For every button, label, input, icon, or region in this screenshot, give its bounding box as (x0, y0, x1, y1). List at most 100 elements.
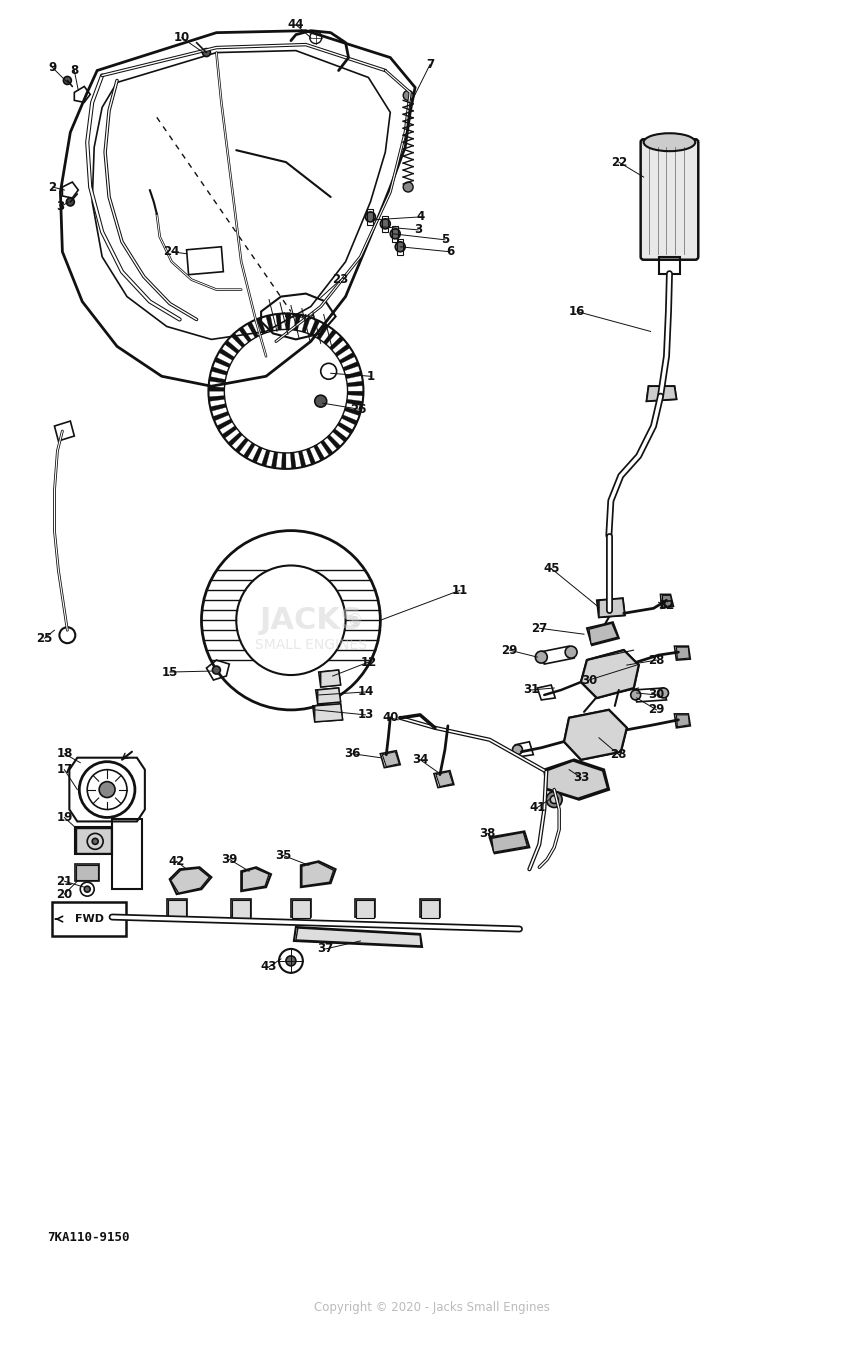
Text: 20: 20 (56, 888, 73, 900)
Polygon shape (239, 327, 252, 342)
Polygon shape (209, 376, 226, 383)
Text: 7KA110-9150: 7KA110-9150 (48, 1231, 130, 1245)
Polygon shape (676, 715, 689, 726)
Circle shape (84, 886, 90, 892)
Text: 18: 18 (56, 747, 73, 761)
Text: 25: 25 (36, 632, 53, 644)
Text: 16: 16 (569, 305, 586, 317)
Polygon shape (663, 595, 672, 607)
Polygon shape (347, 399, 362, 406)
Polygon shape (233, 900, 250, 918)
Polygon shape (252, 447, 262, 462)
Polygon shape (342, 415, 357, 425)
Text: SMALL ENGINES: SMALL ENGINES (255, 637, 367, 653)
Circle shape (395, 242, 405, 252)
Circle shape (565, 646, 577, 658)
Text: 27: 27 (531, 621, 548, 635)
Circle shape (202, 49, 210, 56)
Polygon shape (676, 647, 689, 659)
Text: 13: 13 (357, 709, 374, 721)
Polygon shape (298, 451, 306, 468)
Polygon shape (321, 440, 333, 456)
Text: 45: 45 (543, 562, 560, 575)
Polygon shape (76, 829, 111, 854)
Polygon shape (315, 705, 343, 722)
Circle shape (381, 219, 390, 228)
Polygon shape (211, 367, 227, 375)
Text: 7: 7 (426, 57, 434, 71)
Polygon shape (291, 453, 296, 469)
Polygon shape (170, 869, 209, 893)
Text: 29: 29 (649, 703, 664, 717)
Text: 8: 8 (70, 64, 79, 77)
Polygon shape (356, 900, 375, 918)
Polygon shape (215, 357, 230, 368)
Text: 43: 43 (261, 960, 278, 974)
Text: 22: 22 (611, 156, 627, 168)
Text: 42: 42 (169, 855, 185, 867)
Text: 5: 5 (441, 234, 449, 246)
Text: Copyright © 2020 - Jacks Small Engines: Copyright © 2020 - Jacks Small Engines (314, 1301, 550, 1313)
Polygon shape (313, 445, 324, 461)
Text: 11: 11 (452, 584, 468, 596)
Polygon shape (317, 688, 341, 705)
Polygon shape (168, 900, 186, 918)
Text: JACKS: JACKS (260, 606, 362, 635)
Circle shape (658, 688, 669, 698)
Text: 33: 33 (573, 772, 589, 784)
Text: 40: 40 (382, 711, 399, 725)
Polygon shape (332, 428, 348, 442)
Text: 21: 21 (56, 874, 73, 888)
Polygon shape (208, 395, 225, 401)
Polygon shape (210, 404, 227, 412)
Polygon shape (436, 772, 453, 787)
Polygon shape (219, 349, 234, 360)
Circle shape (63, 77, 71, 85)
Polygon shape (345, 371, 362, 379)
Text: 30: 30 (581, 673, 597, 687)
Polygon shape (327, 435, 341, 449)
Text: 34: 34 (412, 754, 428, 766)
Text: 3: 3 (56, 201, 65, 213)
Polygon shape (599, 598, 625, 617)
Polygon shape (292, 900, 310, 918)
Polygon shape (337, 423, 353, 434)
Text: 26: 26 (350, 402, 367, 416)
Text: 4: 4 (416, 211, 424, 223)
Polygon shape (216, 419, 233, 430)
Polygon shape (339, 353, 356, 364)
Circle shape (67, 198, 74, 207)
Polygon shape (231, 334, 245, 347)
Polygon shape (281, 453, 286, 469)
Polygon shape (302, 316, 311, 332)
Text: 15: 15 (162, 666, 178, 679)
Polygon shape (235, 438, 248, 453)
Circle shape (631, 689, 641, 700)
Polygon shape (256, 317, 266, 334)
Circle shape (535, 651, 548, 663)
Polygon shape (286, 313, 291, 330)
Polygon shape (330, 337, 344, 350)
Text: 23: 23 (332, 274, 349, 286)
Text: 37: 37 (317, 943, 334, 955)
Polygon shape (242, 869, 269, 891)
Text: FWD: FWD (74, 914, 104, 923)
Polygon shape (306, 449, 316, 465)
Text: 36: 36 (344, 747, 361, 761)
Text: 38: 38 (479, 826, 496, 840)
Polygon shape (491, 832, 528, 852)
Polygon shape (347, 382, 363, 387)
Text: 28: 28 (611, 748, 627, 761)
Polygon shape (228, 432, 242, 446)
FancyBboxPatch shape (641, 140, 698, 260)
Polygon shape (317, 324, 329, 339)
Polygon shape (296, 928, 421, 945)
Polygon shape (421, 900, 439, 918)
Text: 41: 41 (529, 802, 546, 814)
Text: 35: 35 (275, 848, 292, 862)
Ellipse shape (644, 133, 695, 152)
Polygon shape (324, 330, 336, 345)
Circle shape (403, 182, 413, 192)
Polygon shape (266, 315, 273, 331)
Polygon shape (647, 386, 676, 401)
